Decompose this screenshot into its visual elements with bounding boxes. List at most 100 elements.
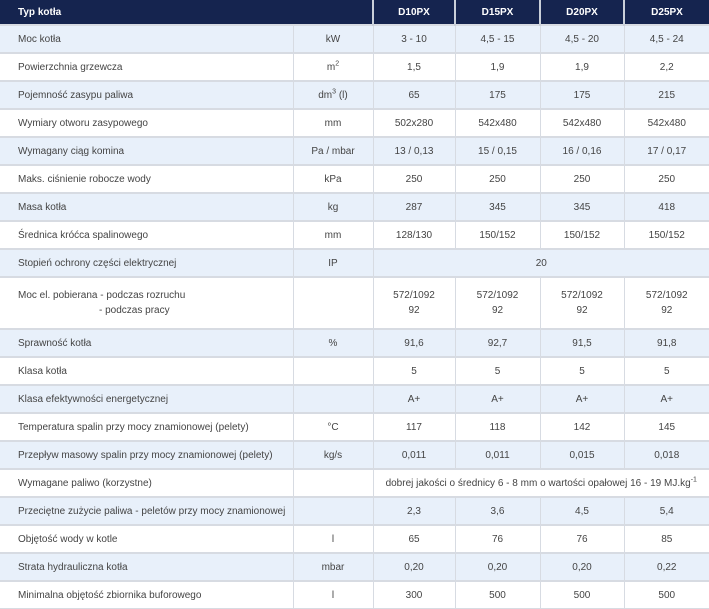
row-unit: kg [292, 192, 374, 222]
row-value: 500 [454, 580, 541, 609]
value-text: 5 [494, 365, 501, 377]
value-text: 150/152 [479, 229, 516, 241]
row-label: Minimalna objętość zbiornika buforowego [0, 580, 294, 609]
table-row: Moc el. pobierana - podczas rozruchu - po… [0, 276, 709, 330]
row-value: A+ [454, 384, 541, 414]
row-label-text: Pojemność zasypu paliwa [18, 89, 134, 101]
row-label-text: Wymagany ciąg komina [18, 145, 125, 157]
value-text: 17 / 0,17 [647, 145, 687, 157]
value-text: 287 [405, 201, 423, 213]
row-value: 572/1092 92 [372, 276, 456, 330]
value-text: 500 [573, 589, 591, 601]
row-label-text: Minimalna objętość zbiornika buforowego [18, 589, 202, 601]
table-row: Maks. ciśnienie robocze wody kPa 250 250 250… [0, 164, 709, 194]
value-text: 91,5 [572, 337, 592, 349]
row-label-text: Masa kotła [18, 201, 67, 213]
value-text: 5 [579, 365, 585, 377]
table-row: Stopień ochrony części elektrycznej IP 20 [0, 248, 709, 278]
value-text: 128/130 [395, 229, 433, 241]
row-value: 150/152 [539, 220, 625, 250]
row-value: 150/152 [454, 220, 541, 250]
row-value: 2,2 [623, 52, 709, 82]
row-label-text: Klasa efektywności energetycznej [18, 393, 169, 405]
row-label: Przeciętne zużycie paliwa - peletów przy… [0, 496, 294, 526]
unit-text: IP [328, 257, 338, 269]
row-unit [292, 384, 374, 414]
row-label: Pojemność zasypu paliwa [0, 80, 294, 110]
row-label: Powierzchnia grzewcza [0, 52, 294, 82]
value-text: 345 [573, 201, 591, 213]
unit-text: Pa / mbar [311, 145, 355, 157]
row-unit: kPa [292, 164, 374, 194]
row-value: 0,20 [372, 552, 456, 582]
value-text: 250 [405, 173, 423, 185]
row-value-span: 20 [372, 248, 709, 278]
row-label: Temperatura spalin przy mocy znamionowej… [0, 412, 294, 442]
value-text: 500 [489, 589, 506, 601]
table-row: Objętość wody w kotle l 65 76 76 85 [0, 524, 709, 554]
row-value: 1,9 [454, 52, 541, 82]
row-value: 3 - 10 [372, 24, 456, 54]
value-text: 542x480 [562, 117, 602, 129]
table-row: Średnica króćca spalinowego mm 128/130 150/… [0, 220, 709, 250]
value-text: 0,011 [485, 449, 510, 461]
row-unit: mm [292, 108, 374, 138]
value-text: 5 [663, 365, 670, 377]
row-unit: dm3 (l) [292, 80, 374, 110]
row-value: A+ [623, 384, 709, 414]
row-label: Klasa kotła [0, 356, 294, 386]
value-text: 175 [573, 89, 591, 101]
row-value: 5,4 [623, 496, 709, 526]
value-text: 91,8 [657, 337, 677, 349]
value-text: 0,20 [404, 561, 424, 573]
row-value: 0,20 [539, 552, 625, 582]
value-text: 0,20 [572, 561, 592, 573]
row-value: A+ [539, 384, 625, 414]
row-value: 0,011 [454, 440, 541, 470]
row-value: 5 [623, 356, 709, 386]
value-text: 345 [489, 201, 506, 213]
row-label: Wymagany ciąg komina [0, 136, 294, 166]
row-value: 0,011 [372, 440, 456, 470]
row-value: 572/1092 92 [454, 276, 541, 330]
value-text: 65 [408, 89, 420, 101]
value-text: 117 [406, 421, 422, 433]
row-label: Moc el. pobierana - podczas rozruchu - po… [0, 276, 294, 330]
value-text: 418 [658, 201, 676, 213]
value-text: 175 [489, 89, 506, 101]
header-title: Typ kotła [0, 0, 373, 25]
row-value: 13 / 0,13 [372, 136, 456, 166]
row-value: 5 [372, 356, 456, 386]
value-text: 76 [491, 533, 504, 545]
value-text: 0,018 [654, 449, 680, 461]
row-label-text: Moc el. pobierana - podczas rozruchu [18, 290, 186, 301]
unit-text: mm [324, 229, 342, 241]
value-text: 20 [535, 257, 547, 269]
row-value: 4,5 [539, 496, 625, 526]
value-superscript: -1 [690, 476, 697, 484]
row-value: 92,7 [454, 328, 541, 358]
row-value: 215 [623, 80, 709, 110]
row-label-text: Moc kotła [18, 33, 61, 45]
value-text: 15 / 0,15 [478, 145, 517, 157]
unit-text: l [331, 533, 335, 545]
value-text: 300 [405, 589, 423, 601]
header-model: D15PX [454, 0, 540, 25]
value-text: A+ [660, 393, 673, 405]
value-text: 150/152 [648, 229, 685, 241]
table-row: Minimalna objętość zbiornika buforowego l… [0, 580, 709, 609]
row-value: 91,6 [372, 328, 456, 358]
value-text: 250 [573, 173, 591, 185]
row-label: Stopień ochrony części elektrycznej [0, 248, 294, 278]
unit-superscript: 2 [335, 60, 340, 68]
row-value: 15 / 0,15 [454, 136, 541, 166]
row-unit: kg/s [292, 440, 374, 470]
row-label-text: Wymagane paliwo (korzystne) [18, 477, 152, 489]
row-value: 502x280 [372, 108, 456, 138]
value-text: 92,7 [487, 337, 508, 349]
value-text: A+ [575, 393, 589, 405]
row-unit: % [292, 328, 374, 358]
value-text: 4,5 - 20 [565, 33, 599, 45]
unit-text: kPa [324, 173, 342, 185]
unit-text: m [326, 61, 336, 73]
